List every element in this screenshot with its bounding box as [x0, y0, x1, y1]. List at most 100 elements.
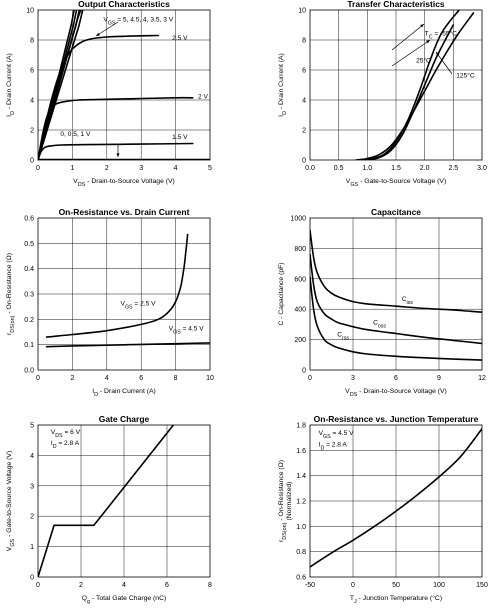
y-axis-label: C - Capacitance (pF)	[278, 262, 285, 325]
y-tick-label: 4	[30, 453, 34, 460]
y-tick-label: 1.0	[296, 524, 306, 531]
x-axis-label: VDS - Drain-to-Source Voltage (V)	[345, 388, 447, 398]
series-line-v-gs-4-5-v	[45, 342, 210, 348]
x-tick-label: 2	[79, 582, 83, 589]
x-tick-label: 3	[351, 375, 355, 382]
y-axis-label: rDS(on) - On-Resistance (Ω)	[6, 253, 16, 335]
annotation-label: VGS = 4.5 V	[169, 326, 205, 336]
y-tick-label: 1.2	[296, 499, 306, 506]
x-tick-label: 5	[208, 165, 212, 172]
x-tick-label: 100	[433, 582, 445, 589]
x-tick-label: 0	[36, 165, 40, 172]
annotation-label: 1.5 V	[172, 134, 188, 141]
x-tick-label: 150	[476, 582, 488, 589]
series-line-v-ds-6-v-i-d-2-8-a	[38, 425, 175, 577]
chart-gate-charge: Gate Charge 0 2 4 6 8 0 1 2 3 4 5 Qg - Total Gate Ch…	[6, 414, 212, 605]
pointer-arrow	[435, 51, 453, 75]
annotation-label: ID = 2.8 A	[319, 442, 348, 452]
y-axis-label: VGS - Gate-to-Source Voltage (V)	[6, 451, 16, 551]
x-tick-label: 0.0	[305, 165, 315, 172]
y-axis-label: ID - Drain Current (A)	[278, 53, 288, 117]
x-tick-label: 12	[478, 375, 486, 382]
chart-title: On-Resistance vs. Junction Temperature	[314, 414, 479, 424]
series-line-v-gs-2-5-v	[45, 233, 189, 338]
x-tick-label: 4	[105, 375, 109, 382]
series-line-125-c	[355, 12, 475, 160]
series-line-c-rss	[310, 276, 482, 361]
chart-title: Gate Charge	[99, 414, 150, 424]
x-tick-label: 50	[392, 582, 400, 589]
series-group	[355, 10, 475, 160]
pointer-arrowhead	[116, 153, 120, 157]
x-tick-label: 2	[105, 165, 109, 172]
annotation-label: 0, 0.5, 1 V	[60, 131, 91, 138]
series-group	[45, 233, 210, 348]
y-tick-label: 1000	[290, 216, 306, 223]
pointer-arrowhead	[96, 32, 100, 36]
annotation-label: 25°C	[416, 57, 431, 65]
annotation-label: 2 V	[198, 94, 208, 101]
series-line-vgs-high-2	[38, 10, 81, 160]
y-tick-label: 0	[30, 158, 34, 165]
x-tick-label: 2.0	[420, 165, 430, 172]
x-tick-label: 10	[206, 375, 214, 382]
series-line-c-oss	[310, 253, 482, 345]
y-tick-label: 0	[30, 575, 34, 582]
y-tick-label: 600	[294, 276, 306, 283]
x-axis-label: VDS - Drain-to-Source Voltage (V)	[73, 178, 175, 188]
y-tick-label: 0.3	[24, 292, 34, 299]
pointer-arrowhead	[420, 24, 424, 28]
series-group	[38, 425, 175, 577]
y-tick-label: 1.6	[296, 448, 306, 455]
y-tick-label: 0.6	[24, 216, 34, 223]
plot-frame	[309, 9, 483, 161]
x-tick-label: 4	[122, 582, 126, 589]
pointer-arrowhead	[436, 52, 440, 56]
x-tick-label: 3.0	[477, 165, 487, 172]
annotation-label: 125°C	[456, 72, 475, 80]
x-tick-label: 2	[70, 375, 74, 382]
series-line-vgs-high-1	[38, 10, 78, 160]
x-tick-label: 8	[174, 375, 178, 382]
x-tick-label: -50	[305, 582, 315, 589]
x-axis-label: VGS - Gate-to-Source Voltage (V)	[346, 178, 446, 188]
x-tick-label: 4	[174, 165, 178, 172]
y-tick-label: 2	[302, 128, 306, 135]
annotation-label: Crss	[337, 332, 349, 342]
y-tick-label: 3	[30, 483, 34, 490]
y-tick-label: 2	[30, 128, 34, 135]
plot-frame	[309, 217, 483, 371]
x-tick-label: 8	[208, 582, 212, 589]
y-tick-label: 6	[30, 68, 34, 75]
annotation-label: 2.5 V	[172, 35, 188, 42]
series-group	[310, 229, 482, 361]
x-tick-label: 0	[351, 582, 355, 589]
annotation-label: TC = -55°C	[425, 30, 458, 41]
y-tick-label: 0.1	[24, 342, 34, 349]
pointer-arrowhead	[426, 40, 430, 44]
x-tick-label: 2.5	[448, 165, 458, 172]
chart-title: Output Characteristics	[78, 0, 170, 9]
annotation-label: VGS = 5, 4.5, 4, 3.5, 3 V	[103, 16, 173, 26]
y-tick-label: 10	[26, 8, 34, 15]
y-tick-label: 0.8	[296, 549, 306, 556]
y-tick-label: 0.6	[296, 575, 306, 582]
y-tick-label: 1.8	[296, 423, 306, 430]
y-tick-label: 1.4	[296, 473, 306, 480]
x-tick-label: 9	[437, 375, 441, 382]
annotation-label: VGS = 2.5 V	[121, 300, 157, 310]
x-tick-label: 0.5	[334, 165, 344, 172]
series-group	[310, 428, 482, 568]
series-line-vgs-high-3	[38, 10, 84, 160]
y-tick-label: 6	[302, 68, 306, 75]
chart-output: Output Characteristics 0 1 2 3 4 5 0 2 4 6 8 10 VDS -…	[6, 0, 212, 188]
chart-on-resistance: On-Resistance vs. Drain Current 0 2 4 6 8 10 0.…	[6, 207, 214, 398]
chart-title: Transfer Characteristics	[347, 0, 445, 9]
series-line-25-c	[366, 24, 455, 160]
x-tick-label: 1	[70, 165, 74, 172]
series-line-1-5-v	[38, 142, 194, 160]
annotation-label: VDS = 6 V	[51, 429, 81, 439]
x-tick-label: 0	[36, 582, 40, 589]
y-tick-label: 400	[294, 307, 306, 314]
y-tick-label: 10	[298, 8, 306, 15]
